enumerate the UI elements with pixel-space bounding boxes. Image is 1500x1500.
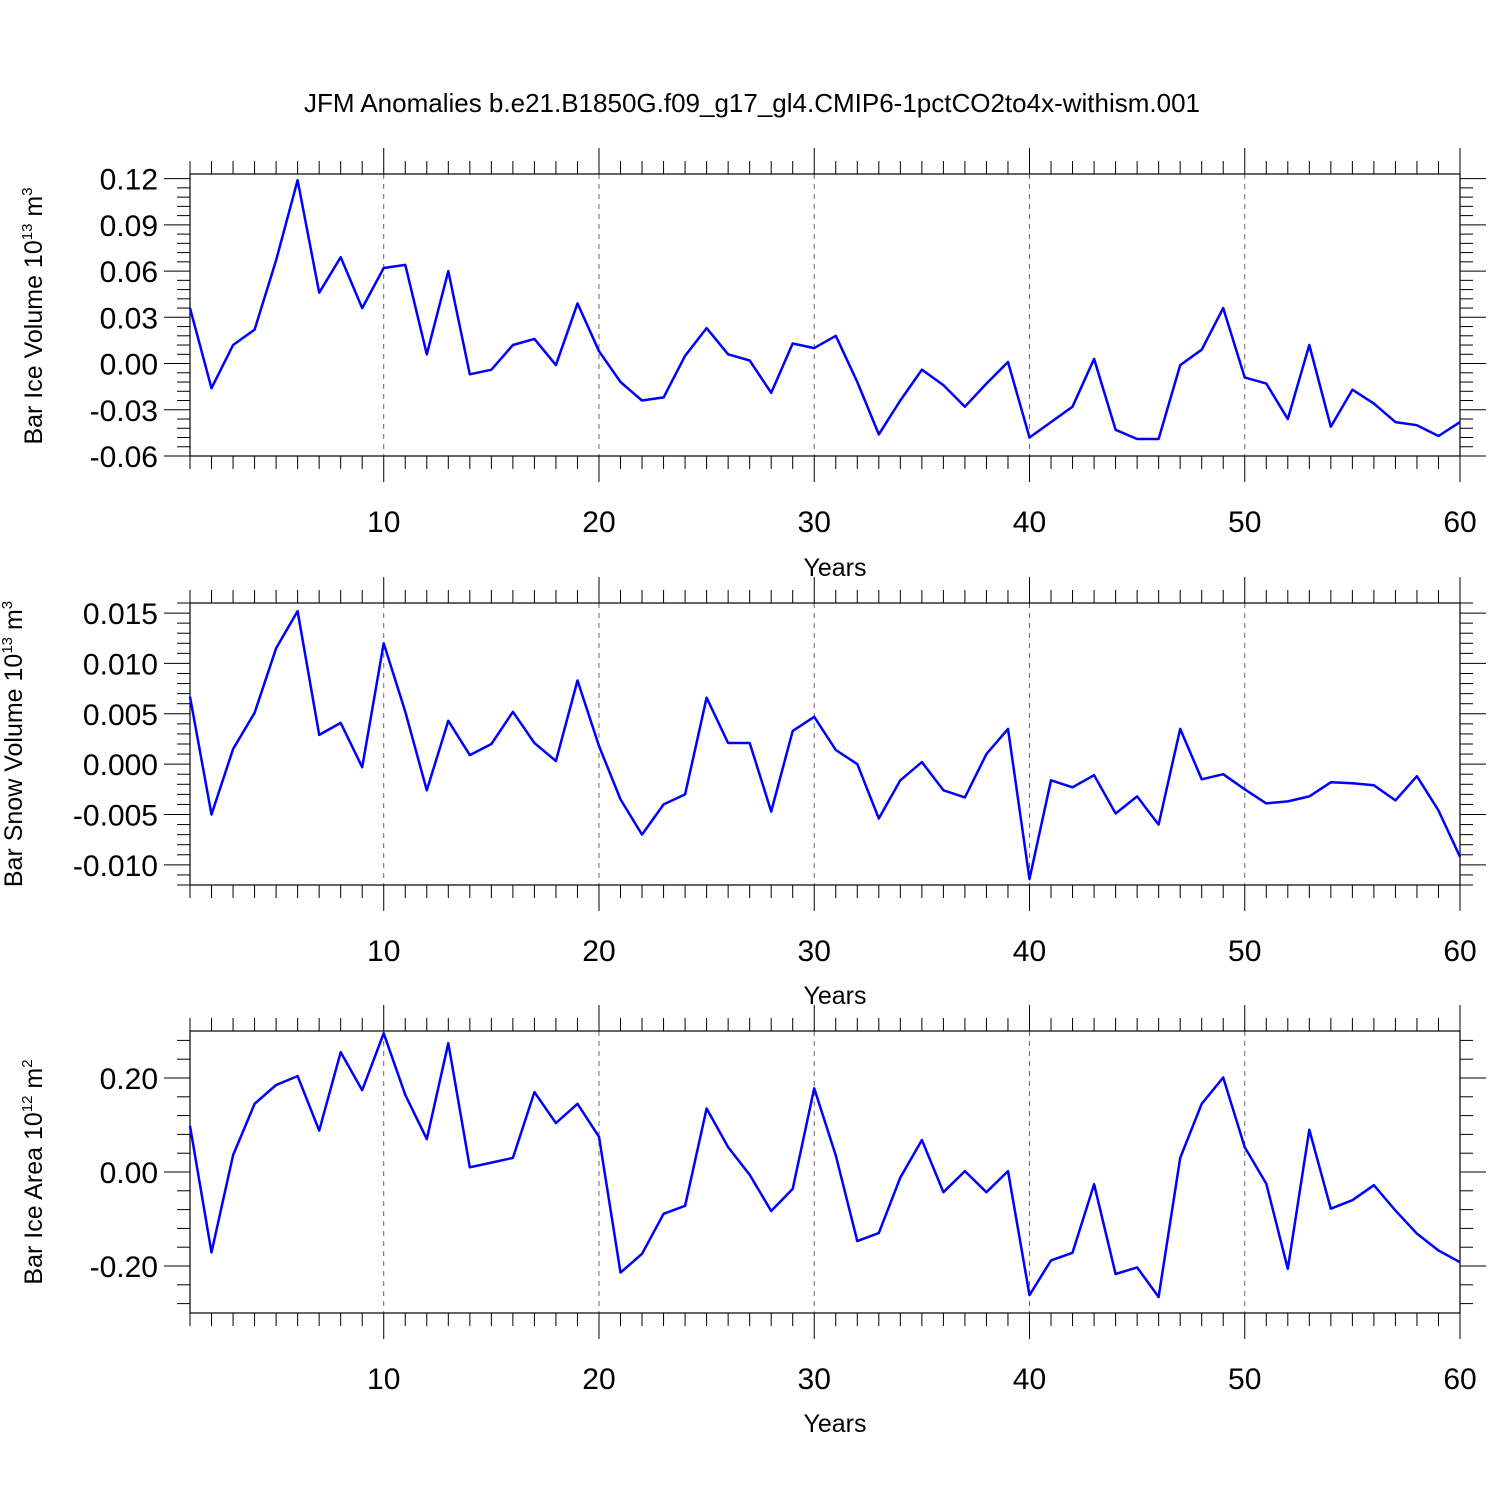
y-tick-label: 0.015 — [83, 598, 158, 631]
x-tick-label: 30 — [798, 506, 831, 539]
y-tick-label: 0.00 — [100, 1157, 158, 1190]
y-tick-label: 0.000 — [83, 749, 158, 782]
x-axis-label: Years — [803, 554, 866, 582]
x-axis-label: Years — [803, 982, 866, 1010]
chart-title: JFM Anomalies b.e21.B1850G.f09_g17_gl4.C… — [304, 88, 1200, 118]
series-line-1 — [188, 178, 1461, 441]
x-tick-label: 40 — [1013, 935, 1046, 968]
x-tick-label: 10 — [367, 935, 400, 968]
y-tick-label: 0.06 — [100, 256, 158, 289]
series-line-1 — [188, 609, 1462, 881]
x-tick-label: 60 — [1443, 935, 1476, 968]
x-tick-label: 50 — [1228, 506, 1261, 539]
y-axis-label: Bar Snow Volume 1013 m3 — [0, 601, 28, 887]
plot-frame — [189, 173, 1461, 457]
y-tick-label: 0.12 — [100, 164, 158, 197]
y-tick-label: -0.03 — [90, 395, 158, 428]
x-tick-label: 10 — [367, 506, 400, 539]
y-tick-label: 0.03 — [100, 302, 158, 335]
y-axis-label: Bar Ice Volume 1013 m3 — [19, 187, 48, 444]
y-tick-label: -0.06 — [90, 441, 158, 474]
x-tick-label: 50 — [1228, 935, 1261, 968]
y-axis-label: Bar Ice Area 1012 m2 — [19, 1059, 48, 1284]
panel-1: 10 20 30 40 50 60 -0.06 -0.03 0.00 0.03 0.06 0.09 0.… — [19, 148, 1486, 582]
chart-panels: 10 20 30 40 50 60 -0.06 -0.03 0.00 0.03 0.06 0.09 0.… — [0, 148, 1486, 1438]
panel-2: 10 20 30 40 50 60 -0.010 -0.005 0.000 0.005 0.010 0… — [0, 577, 1486, 1010]
x-axis-label: Years — [803, 1410, 866, 1438]
y-tick-label: -0.20 — [90, 1251, 158, 1284]
y-tick-label: 0.09 — [100, 210, 158, 243]
x-tick-label: 10 — [367, 1363, 400, 1396]
x-tick-label: 20 — [582, 506, 615, 539]
x-tick-label: 30 — [798, 1363, 831, 1396]
y-tick-label: -0.010 — [73, 850, 158, 883]
x-tick-label: 40 — [1013, 1363, 1046, 1396]
x-tick-label: 50 — [1228, 1363, 1261, 1396]
panel-3: 10 20 30 40 50 60 -0.20 0.00 0.20 Years Bar Ice Ar… — [19, 1005, 1486, 1438]
x-tick-label: 40 — [1013, 506, 1046, 539]
y-tick-label: 0.00 — [100, 349, 158, 382]
x-tick-label: 60 — [1443, 506, 1476, 539]
x-tick-label: 30 — [798, 935, 831, 968]
series-line-1 — [188, 1032, 1461, 1299]
y-tick-label: 0.010 — [83, 648, 158, 681]
y-tick-label: 0.20 — [100, 1063, 158, 1096]
x-tick-label: 60 — [1443, 1363, 1476, 1396]
y-tick-label: 0.005 — [83, 699, 158, 732]
x-tick-label: 20 — [582, 1363, 615, 1396]
x-tick-label: 20 — [582, 935, 615, 968]
y-tick-label: -0.005 — [73, 800, 158, 833]
